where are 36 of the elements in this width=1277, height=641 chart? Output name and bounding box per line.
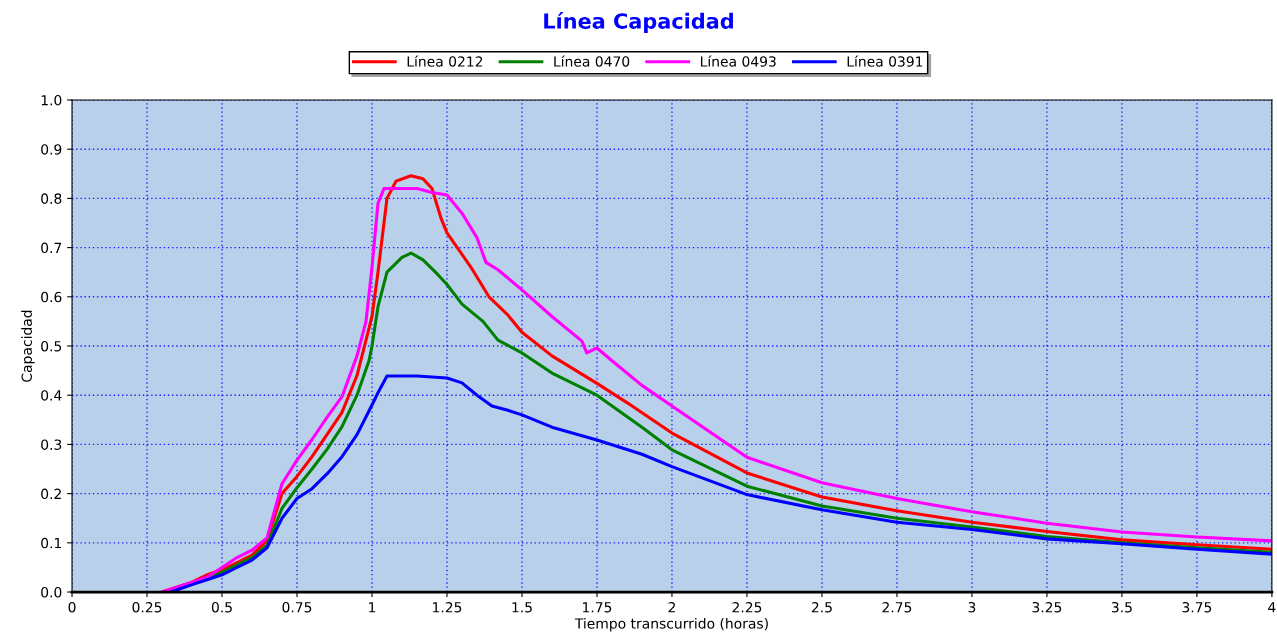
x-tick-label: 1.25 xyxy=(433,602,462,613)
legend-label: Línea 0212 xyxy=(407,55,483,67)
x-tick-label: 0.25 xyxy=(132,602,162,613)
y-tick-label: 0.4 xyxy=(41,390,62,401)
x-tick-label: 2.75 xyxy=(882,602,912,613)
y-tick-label: 0.2 xyxy=(41,488,61,500)
legend-label: Línea 0391 xyxy=(847,55,923,67)
legend-label: Línea 0493 xyxy=(700,55,776,67)
y-tick-label: 0.1 xyxy=(41,537,62,549)
y-tick-label: 0.0 xyxy=(41,587,62,598)
x-tick-label: 1 xyxy=(369,602,376,613)
x-tick-label: 0.5 xyxy=(211,602,232,613)
x-tick-label: 4 xyxy=(1268,602,1276,613)
y-tick-label: 0.7 xyxy=(41,242,62,254)
x-tick-label: 3.75 xyxy=(1182,602,1212,613)
x-tick-label: 1.75 xyxy=(583,602,612,613)
legend-label: Línea 0470 xyxy=(554,55,630,67)
y-tick-label: 0.9 xyxy=(41,144,62,155)
x-tick-label: 0 xyxy=(68,602,76,613)
y-tick-label: 0.5 xyxy=(41,340,62,352)
x-axis-title: Tiempo transcurrido (horas) xyxy=(574,617,768,632)
x-tick-label: 3.25 xyxy=(1032,602,1062,613)
y-tick-label: 0.3 xyxy=(41,439,62,450)
chart-title: Línea Capacidad xyxy=(544,11,733,33)
y-tick-label: 0.6 xyxy=(41,291,62,303)
y-axis-title: Capacidad xyxy=(21,310,35,382)
x-tick-label: 1.5 xyxy=(512,602,532,613)
x-tick-label: 2 xyxy=(668,602,675,613)
y-tick-label: 1.0 xyxy=(41,94,62,106)
y-tick-label: 0.8 xyxy=(41,193,62,204)
x-tick-label: 2.25 xyxy=(732,602,762,613)
x-tick-label: 2.5 xyxy=(811,602,832,613)
line-series xyxy=(169,374,1272,593)
x-tick-label: 0.75 xyxy=(282,602,312,613)
x-tick-label: 3.5 xyxy=(1111,602,1132,613)
x-tick-label: 3 xyxy=(968,602,976,613)
